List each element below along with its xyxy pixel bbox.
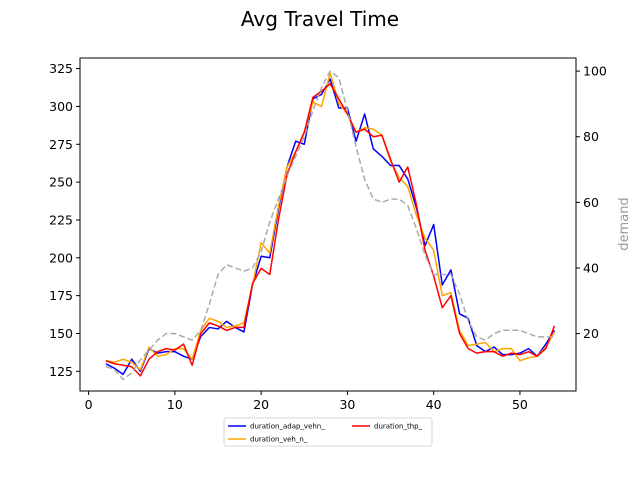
- legend-label-1: duration_veh_n_: [250, 436, 308, 444]
- y2-axis-label: demand: [617, 197, 632, 250]
- y-tick-label: 200: [49, 250, 73, 265]
- series-line-2: [105, 82, 556, 377]
- y-tick-label: 175: [49, 288, 73, 303]
- y-tick-label: 125: [49, 364, 73, 379]
- legend-label-0: duration_adap_vehn_: [250, 423, 325, 431]
- plot-frame: [79, 57, 577, 392]
- legend-label-2: duration_thp_: [374, 423, 423, 431]
- y-tick-label: 325: [49, 61, 73, 76]
- series-layer: [105, 70, 556, 381]
- legend-box: [223, 417, 433, 447]
- axes-layer: 0 10 20 30 40 50 125 150 175 200 225 250 275 300 325 20…: [49, 57, 607, 412]
- y-tick-label: 225: [49, 212, 73, 227]
- y-tick-label: 150: [49, 326, 73, 341]
- series-line-0: [105, 78, 556, 376]
- legend: duration_adap_vehn_ duration_veh_n_ durati…: [223, 417, 433, 447]
- x-tick-label: 50: [512, 397, 528, 412]
- y2-tick-label: 40: [583, 260, 599, 275]
- x-tick-label: 20: [253, 397, 269, 412]
- chart-title: Avg Travel Time: [241, 7, 399, 31]
- y-tick-label: 250: [49, 175, 73, 190]
- y2-tick-label: 60: [583, 195, 599, 210]
- y2-tick-label: 20: [583, 326, 599, 341]
- x-tick-label: 10: [167, 397, 183, 412]
- y2-tick-label: 80: [583, 129, 599, 144]
- series-line-3: [105, 70, 555, 381]
- x-tick-label: 40: [426, 397, 442, 412]
- series-line-1: [105, 72, 556, 371]
- y-tick-label: 275: [49, 137, 73, 152]
- y-tick-label: 300: [49, 99, 73, 114]
- x-tick-label: 0: [85, 397, 93, 412]
- y2-tick-label: 100: [583, 64, 607, 79]
- x-tick-label: 30: [339, 397, 355, 412]
